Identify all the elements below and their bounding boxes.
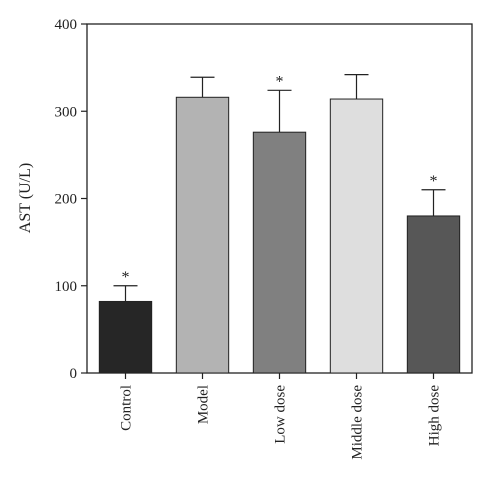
y-tick-label: 100	[55, 279, 78, 295]
y-tick-label: 300	[55, 104, 78, 120]
plot-area: 0 100 200 300 400 * Control Model * Low dose Middl…	[55, 17, 473, 460]
x-tick-label: Control	[119, 385, 135, 431]
bar	[329, 98, 384, 374]
significance-marker: *	[430, 173, 438, 190]
bar	[175, 96, 230, 374]
significance-marker: *	[122, 269, 130, 286]
y-tick-label: 400	[55, 17, 78, 33]
x-tick-label: High dose	[427, 385, 443, 447]
x-tick-label: Middle dose	[350, 385, 366, 460]
bar	[252, 131, 307, 374]
bar	[406, 215, 461, 374]
bar	[98, 300, 153, 374]
y-axis-title: AST (U/L)	[17, 163, 34, 233]
y-tick-label: 200	[55, 192, 78, 208]
y-tick-label: 0	[70, 366, 78, 382]
x-tick-label: Low dose	[273, 385, 289, 444]
significance-marker: *	[276, 73, 284, 90]
x-tick-label: Model	[196, 385, 212, 424]
